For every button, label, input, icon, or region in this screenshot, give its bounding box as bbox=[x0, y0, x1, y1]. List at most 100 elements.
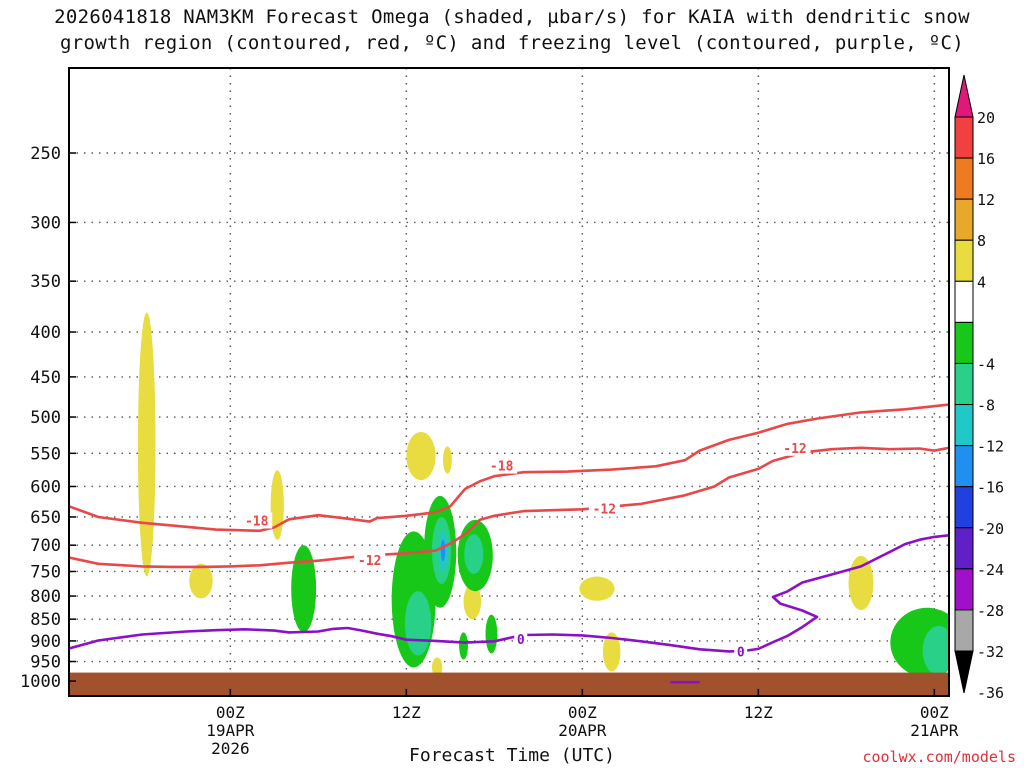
colorbar-tick-label: -12 bbox=[977, 438, 1004, 456]
y-tick-label: 950 bbox=[30, 653, 61, 673]
y-tick-label: 700 bbox=[30, 536, 61, 556]
omega-shade-region bbox=[291, 545, 317, 633]
omega-shade-region bbox=[443, 446, 452, 474]
x-tick-date-label: 19APR bbox=[206, 721, 255, 740]
y-axis: 2503003504004505005506006507007508008509… bbox=[20, 144, 76, 692]
contour-label-bg bbox=[241, 512, 273, 529]
x-tick-label: 00Z bbox=[920, 703, 949, 722]
colorbar-tick-label: -28 bbox=[977, 602, 1004, 620]
colorbar-tick-label: -20 bbox=[977, 520, 1004, 538]
y-tick-label: 900 bbox=[30, 632, 61, 652]
chart-title-line-1: 2026041818 NAM3KM Forecast Omega (shaded… bbox=[54, 6, 970, 28]
omega-shade-region bbox=[189, 563, 213, 599]
y-tick-label: 300 bbox=[30, 213, 61, 233]
omega-shade-region bbox=[848, 555, 874, 611]
colorbar-bin bbox=[954, 321, 974, 364]
grid-lines bbox=[69, 68, 949, 696]
omega-shade-region bbox=[137, 312, 156, 577]
omega-shade-region bbox=[922, 625, 949, 676]
y-tick-label: 450 bbox=[30, 368, 61, 388]
contour-label-bg bbox=[354, 552, 386, 569]
colorbar-bin bbox=[954, 527, 974, 570]
colorbar-bottom-arrow bbox=[954, 650, 974, 694]
contour-line bbox=[69, 403, 949, 533]
y-tick-label: 400 bbox=[30, 323, 61, 343]
contour-labels: -18 -18 -12 -12 -12 0 0 bbox=[241, 439, 811, 660]
y-tick-label: 500 bbox=[30, 408, 61, 428]
colorbar-bin bbox=[954, 362, 974, 406]
y-tick-label: 850 bbox=[30, 610, 61, 630]
chart-title-line-2: growth region (contoured, red, ºC) and f… bbox=[60, 32, 964, 54]
omega-shade-region bbox=[440, 539, 446, 562]
colorbar-top-arrow bbox=[954, 74, 974, 118]
y-tick-label: 350 bbox=[30, 272, 61, 292]
colorbar-tick-label: 8 bbox=[977, 232, 986, 250]
x-tick-date-label: 20APR bbox=[558, 721, 607, 740]
colorbar-bin bbox=[954, 404, 974, 447]
colorbar-bin bbox=[954, 568, 974, 611]
contour-label-bg bbox=[779, 439, 811, 456]
contour-label: 0 bbox=[737, 645, 745, 660]
colorbar-tick-label: -8 bbox=[977, 397, 995, 415]
colorbar-tick-label: 4 bbox=[977, 273, 986, 291]
colorbar-tick-label: -4 bbox=[977, 355, 995, 373]
x-tick-date-label: 21APR bbox=[910, 721, 959, 740]
y-tick-label: 650 bbox=[30, 508, 61, 528]
x-tick-label: 00Z bbox=[568, 703, 597, 722]
y-tick-label: 1000 bbox=[20, 672, 61, 692]
colorbar-tick-label: 16 bbox=[977, 150, 995, 168]
contour-label: 0 bbox=[517, 633, 525, 648]
colorbar-bin bbox=[954, 198, 974, 241]
colorbar-bin bbox=[954, 157, 974, 200]
y-tick-label: 800 bbox=[30, 587, 61, 607]
y-tick-label: 750 bbox=[30, 562, 61, 582]
contour-label: -12 bbox=[783, 442, 806, 457]
contour-label: -18 bbox=[490, 460, 514, 475]
omega-shade-region bbox=[579, 576, 615, 601]
contour-label-bg bbox=[486, 457, 518, 474]
colorbar-tick-label: 12 bbox=[977, 191, 995, 209]
omega-shade-region bbox=[464, 534, 484, 575]
omega-shade-region bbox=[602, 632, 621, 672]
omega-shade-region bbox=[432, 657, 443, 678]
x-tick-label: 00Z bbox=[216, 703, 245, 722]
colorbar-bin bbox=[954, 609, 974, 652]
omega-shade-region bbox=[270, 470, 284, 540]
temperature-contours bbox=[69, 403, 949, 684]
terrain-surface bbox=[69, 672, 949, 696]
contour-label-bg bbox=[514, 631, 528, 648]
x-tick-year-label: 2026 bbox=[211, 739, 250, 758]
contour-line bbox=[69, 534, 949, 653]
y-tick-label: 550 bbox=[30, 444, 61, 464]
plot-frame bbox=[68, 67, 950, 697]
colorbar-tick-label: 20 bbox=[977, 109, 995, 127]
site-credit[interactable]: coolwx.com/models bbox=[862, 748, 1016, 766]
contour-label-bg bbox=[588, 500, 620, 517]
contour-label-bg bbox=[734, 643, 748, 660]
colorbar-tick-label: -16 bbox=[977, 479, 1004, 497]
colorbar-bin bbox=[954, 116, 974, 159]
y-tick-label: 600 bbox=[30, 477, 61, 497]
omega-shade-region bbox=[459, 632, 468, 660]
y-tick-label: 250 bbox=[30, 144, 61, 164]
colorbar-tick-label: -24 bbox=[977, 561, 1004, 579]
colorbar-tick-label: -36 bbox=[977, 684, 1004, 702]
colorbar-bin bbox=[954, 239, 974, 282]
x-tick-label: 12Z bbox=[392, 703, 421, 722]
contour-label: -12 bbox=[593, 503, 616, 518]
colorbar: 20 16 12 8 4 -4 -8 -12 -16 -20 -24 -28 -32 -36 bbox=[954, 74, 1004, 702]
colorbar-tick-label: -32 bbox=[977, 643, 1004, 661]
colorbar-bin bbox=[954, 486, 974, 529]
contour-line bbox=[69, 446, 949, 569]
x-axis-title: Forecast Time (UTC) bbox=[409, 745, 615, 766]
colorbar-bin bbox=[954, 280, 974, 323]
contour-label: -18 bbox=[245, 514, 269, 529]
contour-label: -12 bbox=[358, 554, 381, 569]
terrain-fill bbox=[69, 672, 949, 696]
omega-shade-region bbox=[404, 591, 432, 656]
omega-shade-region bbox=[463, 583, 482, 620]
omega-shade-region bbox=[485, 614, 498, 654]
omega-shade-region bbox=[406, 431, 436, 481]
x-tick-label: 12Z bbox=[744, 703, 773, 722]
